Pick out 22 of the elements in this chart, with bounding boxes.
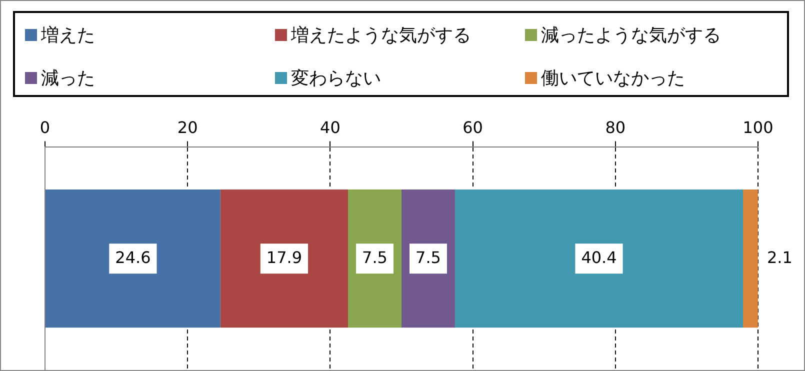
data-label: 7.5 — [416, 248, 441, 267]
x-tick-label: 0 — [40, 118, 50, 137]
data-label: 17.9 — [266, 248, 302, 267]
bar — [454, 190, 744, 328]
legend-label: 減った — [41, 66, 95, 90]
x-tick-label: 20 — [177, 118, 198, 137]
bar — [220, 190, 348, 328]
legend-label: 変わらない — [291, 66, 381, 90]
legend-label: 働いていなかった — [541, 66, 685, 90]
data-label: 7.5 — [362, 248, 388, 267]
x-tick-label: 60 — [462, 118, 483, 137]
bar — [46, 190, 220, 328]
bar — [743, 190, 758, 328]
legend-label: 減ったような気がする — [541, 24, 721, 46]
legend-label: 増えた — [41, 24, 95, 46]
data-label: 40.4 — [581, 248, 617, 267]
legend-label: 増えたような気がする — [291, 24, 471, 46]
x-tick-label: 80 — [605, 118, 626, 137]
data-label: 2.1 — [766, 248, 792, 267]
x-tick-label: 40 — [320, 118, 340, 137]
x-tick-label: 100 — [742, 118, 774, 137]
data-label: 24.6 — [115, 248, 151, 267]
